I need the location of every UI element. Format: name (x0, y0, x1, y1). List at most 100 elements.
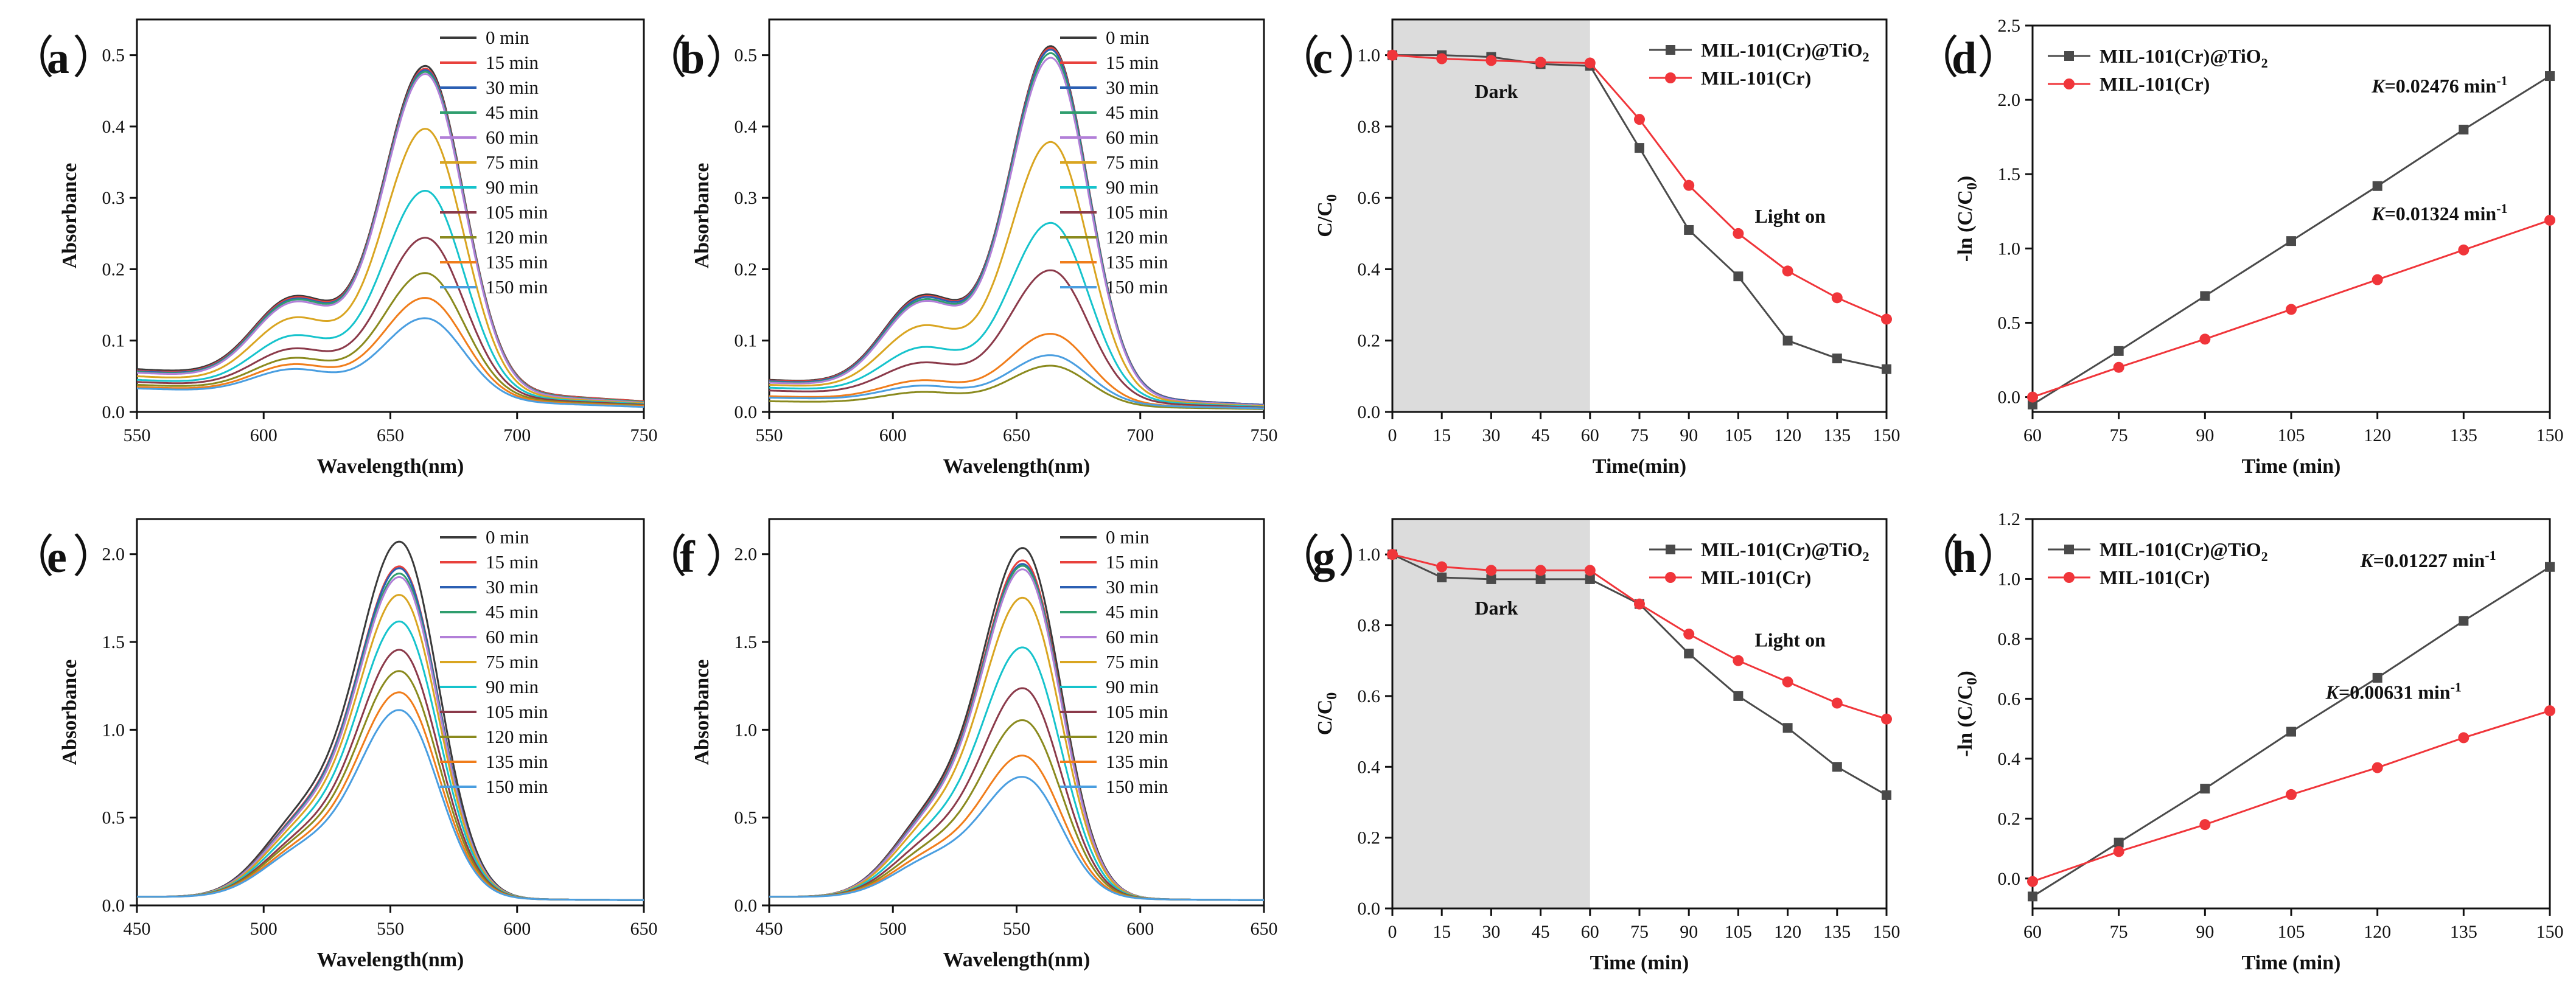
y-tick-label: 0.2 (102, 259, 125, 279)
panel-label: （c） (1275, 33, 1383, 83)
y-tick-label: 0.8 (1998, 629, 2021, 649)
y-axis-label-sub: 0 (1324, 194, 1340, 201)
legend-label: 90 min (1106, 176, 1159, 198)
data-point-circle (2544, 214, 2555, 226)
annotation-text: Light on (1754, 629, 1826, 650)
spectrum-line-90-min (769, 646, 1264, 901)
legend-marker (2064, 545, 2074, 554)
x-tick-label: 90 (1680, 425, 1698, 445)
legend-label: 0 min (1106, 526, 1150, 548)
x-tick-label: 60 (1581, 425, 1599, 445)
x-tick-label: 0 (1388, 425, 1397, 445)
data-point-square (2114, 346, 2124, 356)
legend-label: 45 min (1106, 601, 1159, 622)
y-tick-label: 0.5 (1998, 313, 2021, 333)
x-tick-label: 135 (2450, 425, 2477, 445)
plot-frame (136, 518, 645, 907)
annotation-sup: -1 (2485, 548, 2496, 563)
y-tick-label: 0.2 (1358, 828, 1381, 848)
data-point-square (1684, 225, 1694, 235)
y-tick-label: 0.2 (1998, 809, 2021, 829)
legend-label: MIL-101(Cr) (2100, 566, 2210, 588)
legend-label-main: MIL-101(Cr) (2100, 566, 2210, 588)
x-tick-label: 550 (756, 425, 783, 445)
x-tick-label: 600 (250, 425, 277, 445)
spectrum-line-90-min (136, 620, 644, 901)
data-point-square (1535, 574, 1546, 584)
legend-label: 15 min (486, 551, 539, 573)
y-tick-label: 2.0 (735, 545, 758, 565)
data-point-square (2545, 71, 2555, 82)
x-tick-label: 60 (2023, 425, 2042, 445)
y-tick-label: 0.8 (1358, 117, 1381, 137)
x-tick-label: 450 (756, 919, 783, 939)
panel-label-open-paren: （ (1914, 532, 1959, 582)
legend-marker (1665, 72, 1676, 83)
annotation-prefix: K (2371, 203, 2386, 225)
data-point-circle (1387, 549, 1398, 560)
spectrum-line-0-min (136, 64, 644, 402)
x-tick-label: 45 (1532, 425, 1550, 445)
x-axis-label: Time(min) (1593, 455, 1686, 478)
legend-label-sub: 2 (1863, 49, 1869, 64)
data-point-square (1486, 574, 1496, 584)
x-axis-label: Time (min) (2242, 952, 2341, 974)
legend-label-main: MIL-101(Cr)@TiO (2100, 539, 2261, 560)
y-tick-label: 0.6 (1358, 686, 1381, 706)
spectrum-line-15-min (136, 565, 644, 901)
legend-marker (1666, 545, 1675, 554)
y-axis-label: C/C0 (1314, 692, 1340, 736)
data-point-circle (2544, 705, 2555, 717)
legend-label-main: MIL-101(Cr) (1701, 67, 1811, 89)
data-point-circle (1831, 292, 1843, 304)
y-tick-label: 1.0 (1358, 46, 1381, 66)
legend-label: 90 min (486, 176, 539, 198)
spectrum-line-150-min (136, 709, 644, 901)
x-axis-label: Time (min) (2242, 455, 2341, 478)
y-tick-label: 0.2 (735, 259, 758, 279)
legend-label: 135 min (1106, 751, 1168, 772)
x-tick-label: 135 (1823, 425, 1851, 445)
legend-label: 30 min (1106, 77, 1159, 98)
legend-label: 120 min (486, 726, 548, 747)
chart-panel-g: 0 15 30 45 60 75 90 105 120 135 150 0.0 0.2 0.4 0.6 0.8… (1314, 518, 1901, 974)
panel-label-close-paren: ） (1338, 33, 1383, 83)
annotation-prefix: K (2359, 549, 2375, 571)
data-point-circle (1485, 55, 1497, 66)
y-axis-label: -ln (C/C0) (1954, 671, 1980, 756)
legend-marker (2064, 51, 2074, 61)
spectrum-line-120-min (769, 364, 1264, 410)
annotation: K=0.01324 min-1 (2371, 201, 2507, 225)
data-point-square (1782, 335, 1793, 346)
legend-label: 15 min (1106, 52, 1159, 73)
legend-label: 45 min (486, 102, 539, 123)
legend-label: 15 min (1106, 551, 1159, 573)
spectrum-line-15-min (136, 68, 644, 402)
legend-label-sub: 2 (2261, 549, 2268, 564)
data-point-circle (2372, 762, 2383, 773)
spectrum-line-45-min (769, 565, 1264, 901)
annotation: Light on (1754, 629, 1826, 650)
annotation-text: =0.01227 min (2373, 549, 2485, 571)
annotation-text: =0.02476 min (2385, 75, 2497, 97)
data-point-circle (1634, 114, 1645, 125)
data-point-square (1782, 723, 1793, 733)
legend-label: 105 min (1106, 201, 1168, 223)
chart-panel-a: 550 600 650 700 750 0.0 0.1 0.2 0.3 0.4 0.5 Wavelen… (58, 18, 658, 478)
panel-label-close-paren: ） (705, 532, 750, 582)
legend-label: 0 min (486, 526, 529, 548)
legend-label: 135 min (1106, 251, 1168, 273)
y-axis-label: Absorbance (691, 163, 713, 269)
annotation-text: Dark (1475, 80, 1518, 102)
y-axis-label-sub: 0 (1964, 183, 1980, 190)
y-tick-label: 0.5 (102, 808, 125, 828)
spectrum-line-15-min (769, 559, 1264, 901)
x-tick-label: 600 (1126, 919, 1154, 939)
x-tick-label: 120 (1774, 425, 1801, 445)
data-point-circle (1881, 313, 1892, 325)
legend-label: 120 min (1106, 726, 1168, 747)
legend-label: MIL-101(Cr)@TiO2 (2100, 539, 2268, 564)
x-tick-label: 75 (1630, 922, 1649, 942)
legend-label: MIL-101(Cr) (1701, 67, 1811, 89)
